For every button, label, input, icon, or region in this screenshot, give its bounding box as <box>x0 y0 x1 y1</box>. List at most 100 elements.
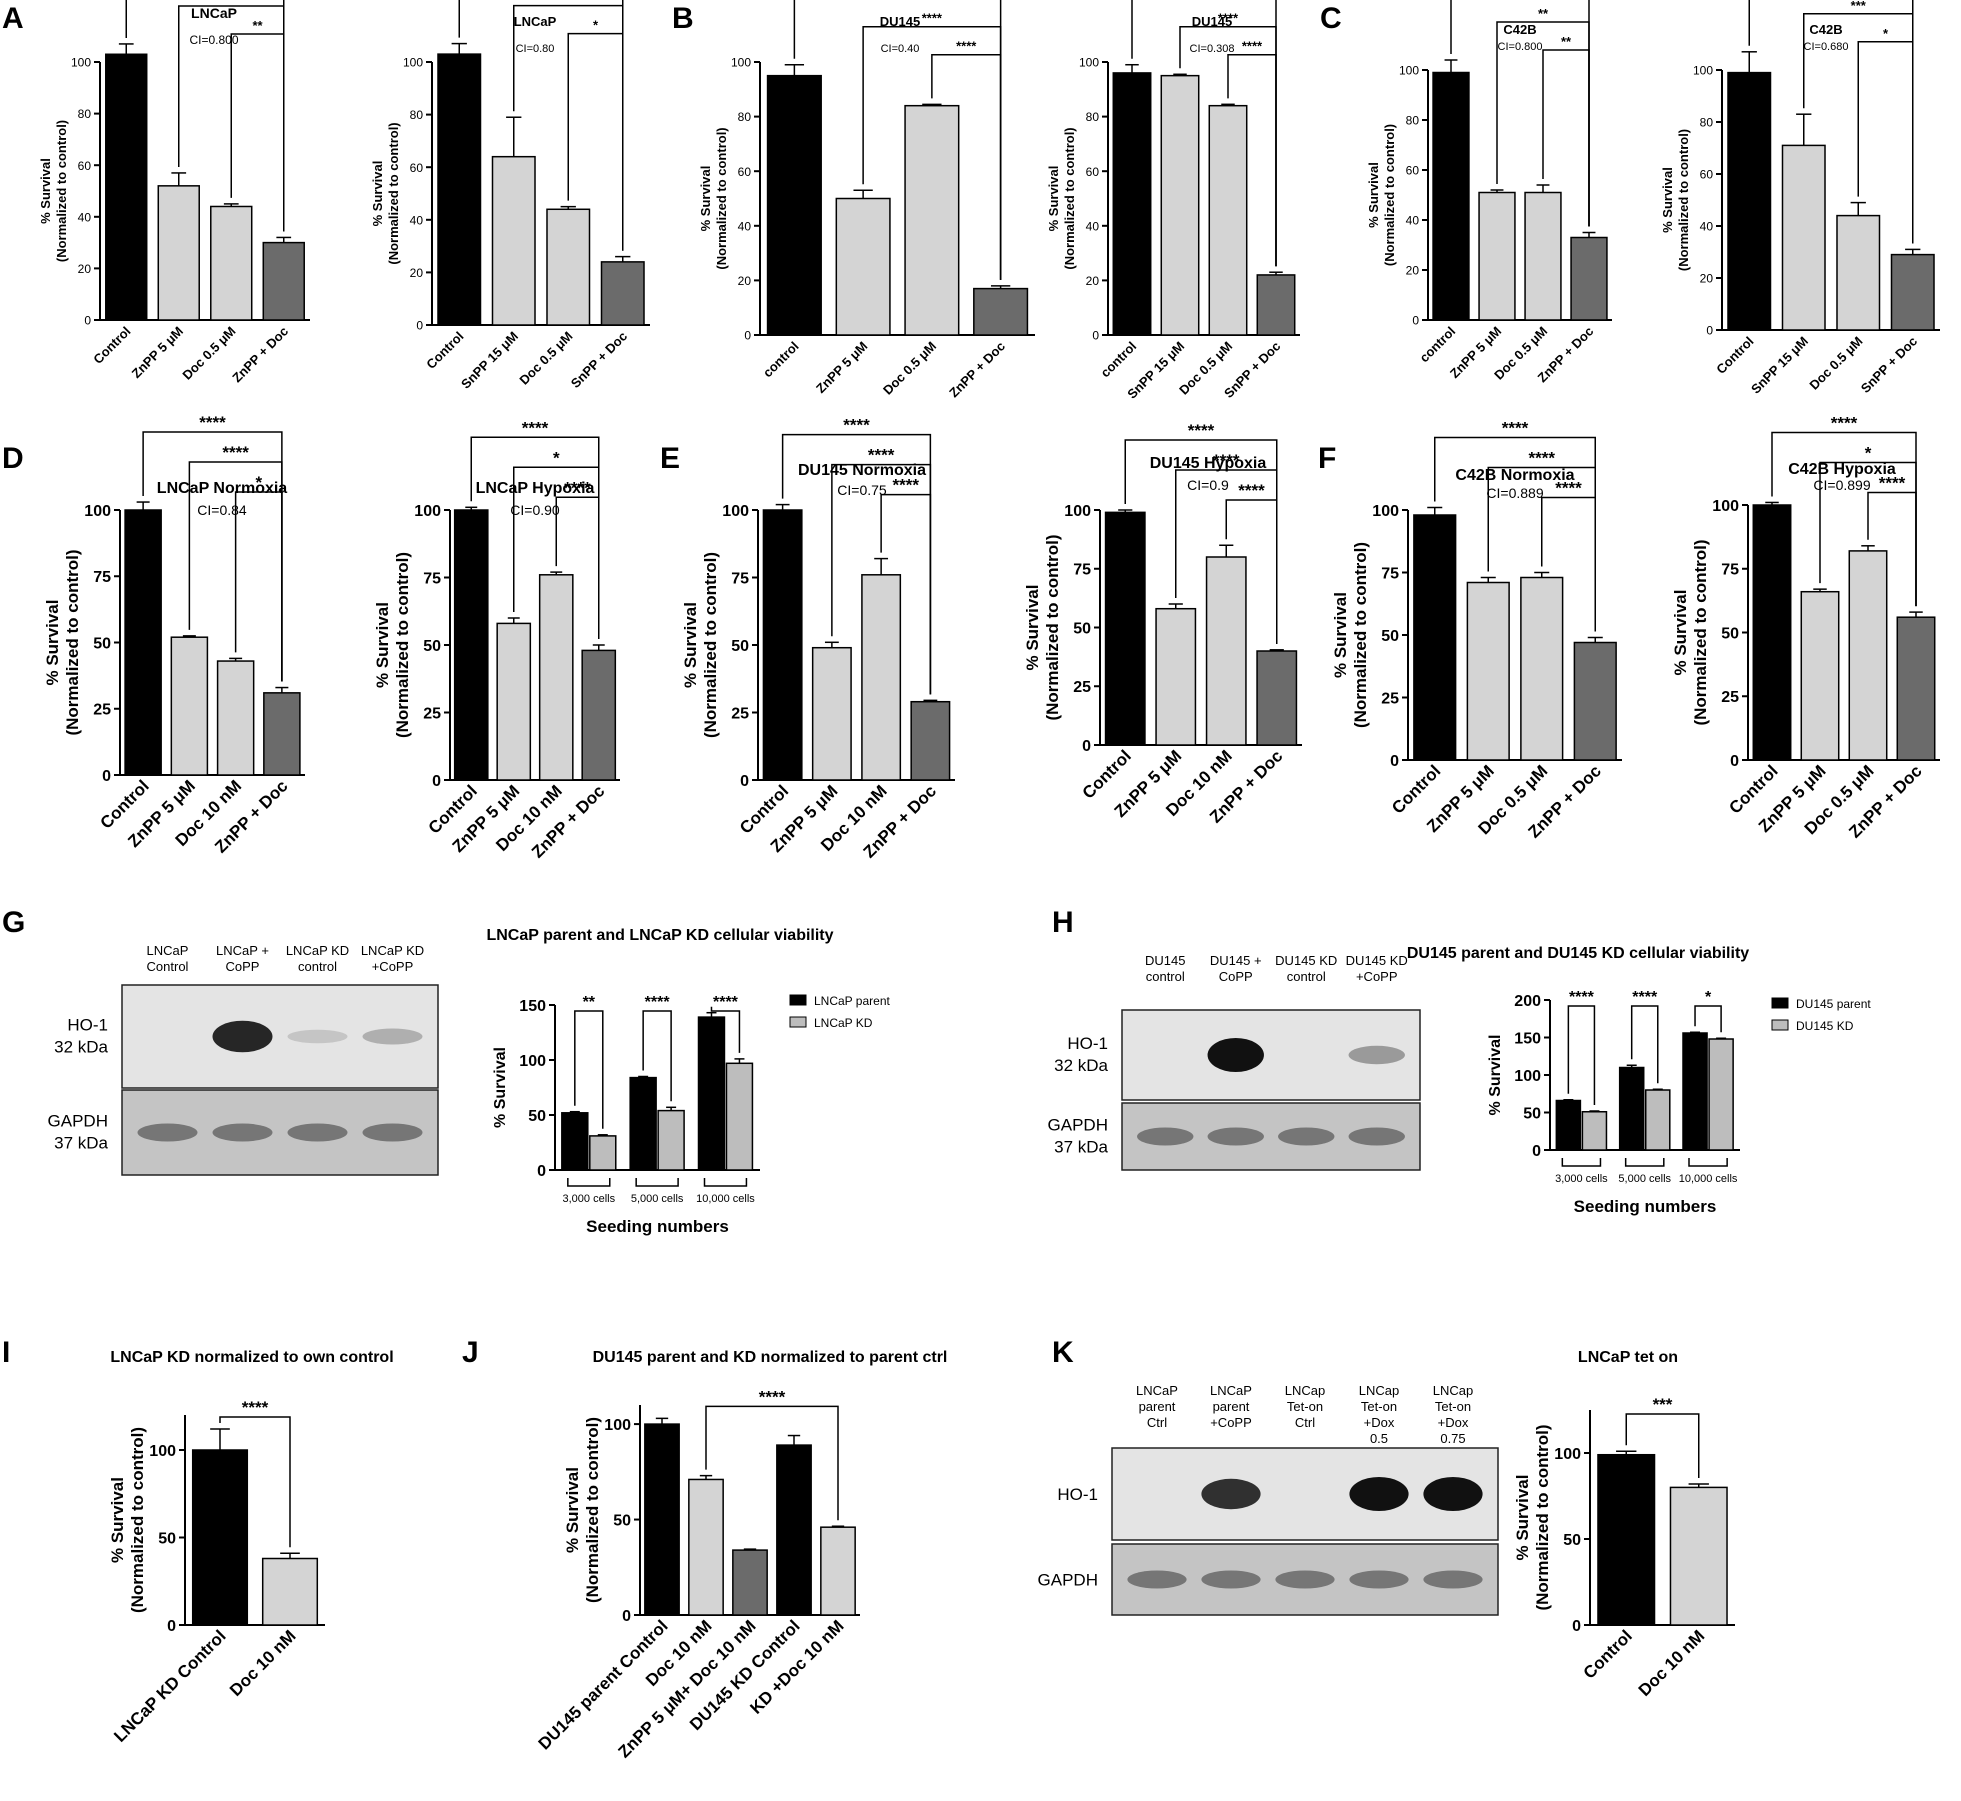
y-tick-label: 50 <box>613 1512 631 1529</box>
y-tick-label: 0 <box>1572 1618 1581 1635</box>
y-axis-label: % Survival <box>1023 585 1042 671</box>
chart-title: DU145 Normoxia <box>798 462 926 479</box>
lane-label: 0.5 <box>1370 1431 1388 1446</box>
lane-label: Ctrl <box>1147 1415 1167 1430</box>
blot-label: HO-1 <box>1067 1034 1108 1053</box>
significance-label: **** <box>1569 989 1595 1006</box>
y-tick-label: 100 <box>403 56 423 70</box>
y-tick-label: 20 <box>1086 274 1100 288</box>
chart-b2: DU145 CI=0.308 0 20 40 60 80 100 % Survival (Norm… <box>1046 0 1300 402</box>
lane-label: 0.75 <box>1440 1431 1465 1446</box>
bar-3-2 <box>725 1062 754 1171</box>
y-tick-label: 50 <box>93 635 111 652</box>
legend-swatch <box>789 994 807 1006</box>
bar-4 <box>262 241 305 321</box>
band <box>1349 1570 1409 1589</box>
lane-label: LNCaP <box>1210 1383 1252 1398</box>
significance-bracket <box>1567 1005 1596 1105</box>
bar-3-2 <box>1708 1038 1734 1151</box>
chart-title: C42B Normoxia <box>1455 467 1574 484</box>
chart-subtitle: CI=0.899 <box>1813 477 1870 493</box>
bar-2-2 <box>1644 1089 1671 1151</box>
legend-label: LNCaP parent <box>814 994 890 1008</box>
bar-2-2 <box>657 1109 685 1171</box>
significance-bracket <box>230 33 285 232</box>
panel-letter-g: G <box>2 906 25 939</box>
lane-label: LNCaP KD <box>286 943 349 958</box>
bar-1 <box>1752 504 1792 761</box>
y-tick-label: 0 <box>1532 1143 1541 1160</box>
y-tick-label: 100 <box>1372 503 1399 520</box>
bar-4 <box>1573 641 1617 761</box>
chart-subtitle: CI=0.800 <box>189 33 238 47</box>
y-tick-label: 0 <box>1706 324 1713 338</box>
bar-2 <box>1466 581 1510 761</box>
lane-label: Tet-on <box>1435 1399 1471 1414</box>
lane-label: control <box>298 959 337 974</box>
blot-label: GAPDH <box>1048 1116 1108 1135</box>
y-tick-label: 100 <box>1693 64 1713 78</box>
y-tick-label: 75 <box>1381 565 1399 582</box>
x-tick-label: 3,000 cells <box>563 1193 616 1205</box>
bar-2 <box>170 636 209 776</box>
y-axis-label-sub: (Normalized to control) <box>714 127 729 269</box>
significance-label: * <box>553 448 560 467</box>
chart-title: DU145 <box>1192 14 1232 29</box>
y-tick-label: 20 <box>410 266 424 280</box>
bar-4 <box>776 1444 812 1616</box>
chart-title: C42B <box>1503 22 1536 37</box>
chart-title: C42B Hypoxia <box>1788 461 1896 478</box>
lane-label: LNCaP <box>1136 1383 1178 1398</box>
bar-3 <box>732 1549 768 1616</box>
legend-swatch <box>1771 997 1789 1009</box>
y-axis-label: % Survival <box>492 1047 509 1128</box>
panel-letter-h: H <box>1052 906 1074 939</box>
y-axis-label-sub: (Normalized to control) <box>54 120 69 262</box>
y-tick-label: 0 <box>102 768 111 785</box>
y-axis-label: % Survival <box>1671 590 1690 676</box>
significance-label: **** <box>1188 421 1215 440</box>
y-tick-label: 25 <box>1721 689 1739 706</box>
chart-d2: LNCaP Hypoxia CI=0.90 0 25 50 75 100 % Survival… <box>373 418 620 862</box>
bar-1 <box>1104 511 1146 746</box>
x-tick-label: control <box>1098 339 1140 381</box>
y-tick-label: 60 <box>738 165 752 179</box>
significance-bracket <box>1542 49 1590 227</box>
significance-label: **** <box>564 478 591 497</box>
y-tick-label: 0 <box>432 773 441 790</box>
lane-label: +CoPP <box>1356 969 1398 984</box>
y-tick-label: 75 <box>1073 562 1091 579</box>
lane-label: +CoPP <box>1210 1415 1252 1430</box>
y-axis-label: % Survival <box>1331 592 1350 678</box>
lane-label: Control <box>147 959 189 974</box>
lane-label: Tet-on <box>1361 1399 1397 1414</box>
bar-2 <box>1669 1486 1728 1626</box>
y-tick-label: 100 <box>1514 1068 1541 1085</box>
panel-letter-k: K <box>1052 1336 1074 1369</box>
band <box>1278 1127 1335 1146</box>
group-brace <box>1624 1158 1665 1167</box>
chart-title: DU145 <box>880 14 920 29</box>
lane-label: parent <box>1139 1399 1176 1414</box>
x-tick-label: SnPP 15 μM <box>1748 334 1811 397</box>
group-brace <box>567 1178 611 1187</box>
x-tick-label: SnPP + Doc <box>568 329 630 391</box>
chart-title: DU145 Hypoxia <box>1150 455 1267 472</box>
x-tick-label: Doc 0.5 μM <box>516 329 575 388</box>
y-tick-label: 25 <box>93 702 111 719</box>
band <box>212 1123 273 1142</box>
bar-1-2 <box>1581 1111 1608 1151</box>
significance-label: *** <box>224 0 240 5</box>
bar-4 <box>1256 650 1298 746</box>
significance-label: *** <box>1653 1395 1673 1414</box>
bar-3 <box>210 205 253 321</box>
y-tick-label: 25 <box>423 705 441 722</box>
y-tick-label: 100 <box>722 503 749 520</box>
x-tick-label: 10,000 cells <box>696 1193 755 1205</box>
bar-2 <box>811 646 852 781</box>
panel-letter-a: A <box>2 2 24 35</box>
significance-bracket <box>142 431 283 682</box>
panel-letter-f: F <box>1318 442 1336 475</box>
lane-label: Tet-on <box>1287 1399 1323 1414</box>
y-axis-label-sub: (Normalized to control) <box>1062 127 1077 269</box>
